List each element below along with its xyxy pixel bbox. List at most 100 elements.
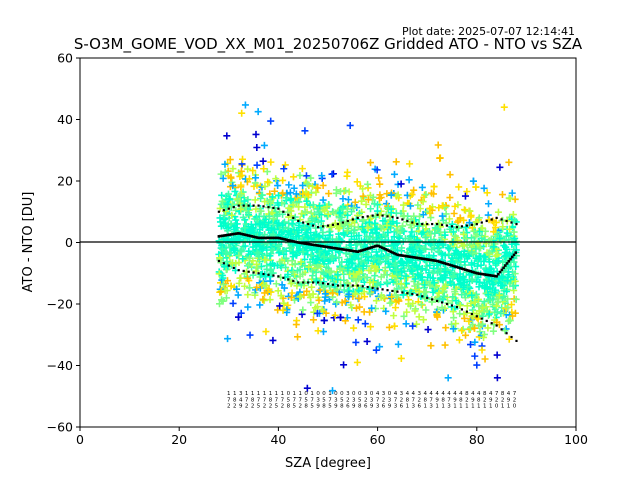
bin-count-label: 3 <box>388 397 392 403</box>
scatter-point <box>449 293 457 301</box>
scatter-point <box>475 322 483 330</box>
bin-count-label: 7 <box>394 397 398 403</box>
scatter-point <box>320 316 328 324</box>
scatter-point <box>360 308 368 316</box>
scatter-point <box>371 200 379 208</box>
bin-count-label: 5 <box>310 403 314 409</box>
scatter-point <box>455 183 463 191</box>
upper-percentile-line-dot <box>490 218 493 221</box>
scatter-point <box>293 282 301 290</box>
scatter-point <box>272 280 280 288</box>
scatter-point <box>314 184 322 192</box>
lower-percentile-line-dot <box>510 335 513 339</box>
scatter-point <box>490 228 498 236</box>
scatter-point <box>470 324 478 332</box>
scatter-point <box>246 254 254 262</box>
scatter-point <box>364 196 372 204</box>
scatter-point <box>485 265 493 273</box>
lower-percentile-line-dot <box>391 289 394 293</box>
mean-line-dot <box>335 247 339 250</box>
scatter-point <box>297 292 305 300</box>
mean-line-dot <box>233 232 236 236</box>
scatter-point <box>383 221 391 229</box>
scatter-point <box>467 341 475 349</box>
scatter-point <box>262 215 270 223</box>
lower-percentile-line-dot <box>396 290 399 293</box>
scatter-point <box>450 210 458 218</box>
scatter-point <box>471 352 479 360</box>
bin-count-label: 1 <box>298 391 302 397</box>
scatter-point <box>461 258 469 266</box>
y-tick-label: 0 <box>65 235 73 250</box>
scatter-point <box>452 320 460 328</box>
scatter-point <box>238 171 246 179</box>
scatter-point <box>410 186 418 194</box>
lower-percentile-line-dot <box>312 281 315 284</box>
scatter-point <box>259 295 267 303</box>
mean-line-dot <box>243 233 247 237</box>
scatter-point <box>286 189 294 197</box>
scatter-point <box>357 257 365 265</box>
scatter-point <box>346 283 354 291</box>
scatter-point <box>221 160 229 168</box>
mean-line-dot <box>339 247 342 251</box>
mean-line-dot <box>444 262 448 266</box>
scatter-point <box>462 331 470 339</box>
scatter-point <box>301 224 309 232</box>
scatter-point <box>327 267 335 275</box>
scatter-point <box>282 254 290 262</box>
mean-line-dot <box>457 266 460 269</box>
scatter-point <box>385 323 393 331</box>
mean-line-dot <box>318 244 321 248</box>
scatter-point <box>244 303 252 311</box>
scatter-point <box>511 216 519 224</box>
mean-line-dot <box>504 264 507 267</box>
scatter-point <box>337 187 345 195</box>
scatter-point <box>406 160 414 168</box>
bin-count-label: 0 <box>287 391 291 397</box>
scatter-point <box>460 242 468 250</box>
bin-count-label: 4 <box>394 391 398 397</box>
scatter-point <box>299 190 307 198</box>
upper-percentile-line-dot <box>287 213 290 216</box>
scatter-point <box>414 201 422 209</box>
scatter-point <box>407 237 415 245</box>
scatter-point <box>339 195 347 203</box>
mean-line-dot <box>510 255 514 259</box>
scatter-point <box>494 295 502 303</box>
mean-line-dot <box>278 236 281 240</box>
upper-percentile-line-dot <box>426 222 429 226</box>
scatter-point <box>237 309 245 317</box>
scatter-point <box>373 225 381 233</box>
scatter-point <box>435 289 443 297</box>
mean-line-dot <box>472 271 476 274</box>
mean-line-dot <box>418 257 422 260</box>
mean-line-dot <box>332 246 335 250</box>
scatter-point <box>439 202 447 210</box>
mean-line-dot <box>222 234 226 237</box>
bin-count-label: 1 <box>435 403 439 409</box>
scatter-point <box>489 327 497 335</box>
lower-percentile-line-dot <box>341 284 344 287</box>
bin-count-label: 7 <box>513 391 517 397</box>
scatter-point <box>377 193 385 201</box>
scatter-point <box>241 282 249 290</box>
bin-count-label: 2 <box>298 403 302 409</box>
scatter-point <box>511 195 519 203</box>
scatter-point <box>390 262 398 270</box>
bin-count-label: 5 <box>257 403 261 409</box>
upper-percentile-line-dot <box>262 205 265 208</box>
scatter-point <box>294 333 302 341</box>
scatter-point <box>319 196 327 204</box>
scatter-point <box>235 313 243 321</box>
mean-line-dot <box>491 274 495 278</box>
scatter-point <box>260 165 268 173</box>
upper-percentile-line-dot <box>505 219 508 223</box>
scatter-point <box>504 303 512 311</box>
scatter-point <box>308 235 316 243</box>
mean-line-dot <box>354 250 358 253</box>
scatter-point <box>301 208 309 216</box>
lower-percentile-line-dot <box>500 328 503 331</box>
mean-line-dot <box>465 268 469 272</box>
scatter-point <box>450 314 458 322</box>
